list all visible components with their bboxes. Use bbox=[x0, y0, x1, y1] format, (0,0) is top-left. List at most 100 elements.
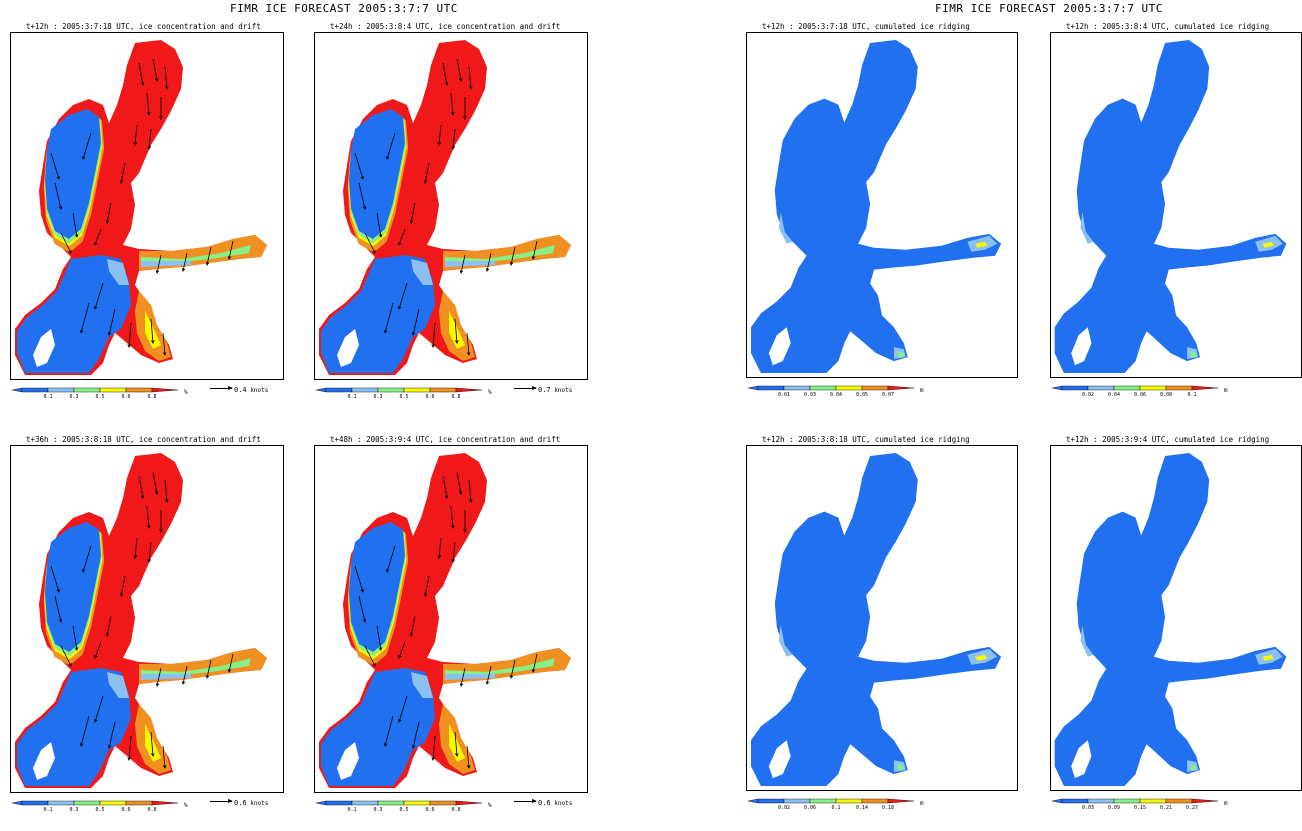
legend-color-swatch bbox=[151, 387, 179, 393]
drift-arrow bbox=[156, 254, 162, 274]
map-frame bbox=[1050, 32, 1302, 378]
legend-tick-label: 0.05 bbox=[856, 392, 868, 398]
drift-arrow bbox=[466, 745, 470, 769]
drift-arrow-head bbox=[162, 352, 167, 356]
panel-title: t+12h : 2005:3:7:18 UTC, cumulated ice r… bbox=[762, 22, 970, 31]
drift-arrow-head bbox=[147, 146, 152, 150]
panel-title: t+12h : 2005:3:8:18 UTC, cumulated ice r… bbox=[762, 435, 970, 444]
open-water-bothnian-sea bbox=[45, 522, 101, 652]
legend-color-swatch bbox=[99, 800, 127, 806]
drift-arrow bbox=[364, 232, 376, 254]
drift-arrow-head bbox=[459, 683, 464, 687]
legend-tick-label: 0.5 bbox=[95, 394, 104, 400]
drift-arrow-head bbox=[372, 662, 376, 667]
arrow-key-value: 0.7 bbox=[538, 386, 551, 394]
drift-arrow-head bbox=[105, 633, 110, 637]
drift-arrow-head bbox=[409, 633, 414, 637]
ridging-field bbox=[1054, 452, 1287, 787]
gulf-of-riga-yellow bbox=[449, 311, 465, 349]
drift-arrow bbox=[162, 332, 166, 356]
legend-color-swatch bbox=[11, 800, 23, 806]
arrow-key-icon bbox=[514, 799, 537, 803]
drift-arrow bbox=[80, 302, 90, 334]
drift-arrow-head bbox=[431, 344, 435, 348]
drift-arrow bbox=[510, 246, 516, 266]
ridging-yellow-patch bbox=[1262, 241, 1274, 248]
drift-arrow-head bbox=[398, 654, 402, 659]
drift-arrow-head bbox=[463, 116, 467, 120]
legend-color-swatch bbox=[861, 385, 889, 391]
panel-title: t+12h : 2005:3:7:18 UTC, ice concentrati… bbox=[26, 22, 261, 31]
drift-arrow-head bbox=[162, 765, 167, 769]
drift-arrow-head bbox=[466, 352, 471, 356]
legend-tick-label: 0.6 bbox=[121, 394, 130, 400]
drift-arrow bbox=[54, 182, 62, 210]
gulf-of-finland-thin bbox=[445, 674, 495, 680]
drift-arrow-head bbox=[94, 718, 98, 723]
drift-arrow-head bbox=[411, 332, 416, 336]
legend-color-swatch bbox=[887, 385, 915, 391]
drift-arrow bbox=[164, 479, 168, 503]
legend-color-swatch bbox=[11, 387, 23, 393]
archipelago-light-ice bbox=[411, 259, 433, 285]
drift-arrow-head bbox=[444, 82, 449, 86]
legend-color-swatch bbox=[403, 387, 431, 393]
legend-tick-label: 0.15 bbox=[1134, 805, 1146, 811]
drift-arrow-head bbox=[151, 753, 155, 757]
legend-unit: m bbox=[920, 800, 924, 807]
ridging-yellow-patch bbox=[1262, 654, 1274, 661]
gulf-of-riga-ice bbox=[439, 291, 475, 361]
color-legend: 0.02 0.06 0.1 0.14 0.18 m bbox=[747, 797, 938, 817]
arrow-key-icon bbox=[514, 386, 537, 390]
legend-color-swatch bbox=[1165, 798, 1193, 804]
drift-arrow-head bbox=[459, 270, 464, 274]
legend-color-swatch bbox=[73, 387, 101, 393]
drift-arrow-head bbox=[140, 495, 145, 499]
drift-arrow bbox=[94, 228, 102, 246]
legend-tick-label: 0.14 bbox=[856, 805, 868, 811]
drift-arrow-head bbox=[56, 588, 60, 593]
drift-arrow bbox=[54, 595, 62, 623]
legend-tick-label: 0.02 bbox=[778, 805, 790, 811]
open-water-bothnian-sea bbox=[349, 522, 405, 652]
drift-arrow bbox=[80, 715, 90, 747]
drift-arrow bbox=[384, 302, 394, 334]
drift-arrow-head bbox=[79, 329, 84, 334]
drift-arrow-head bbox=[372, 249, 376, 254]
drift-arrow bbox=[386, 545, 396, 573]
legend-tick-label: 0.3 bbox=[373, 394, 382, 400]
drift-arrow-head bbox=[147, 559, 152, 563]
legend-color-swatch bbox=[861, 798, 889, 804]
drift-arrow bbox=[106, 615, 112, 637]
drift-arrow bbox=[438, 537, 442, 559]
open-water-bothnian-sea bbox=[45, 109, 101, 239]
map-frame bbox=[10, 445, 284, 793]
ice-concentration-panel: t+24h : 2005:3:8:4 UTC, ice concentratio… bbox=[314, 22, 588, 418]
drift-arrow bbox=[156, 667, 162, 687]
drift-arrow bbox=[456, 471, 462, 495]
legend-color-swatch bbox=[1061, 385, 1089, 391]
drift-arrow bbox=[134, 124, 138, 146]
legend-tick-label: 0.08 bbox=[1160, 392, 1172, 398]
drift-arrow-head bbox=[451, 146, 456, 150]
drift-arrow-head bbox=[181, 681, 186, 685]
ridging-yellow-patch bbox=[975, 654, 988, 661]
drift-arrow-head bbox=[383, 329, 388, 334]
legend-color-swatch bbox=[21, 387, 49, 393]
drift-arrow bbox=[138, 62, 144, 86]
drift-arrow bbox=[486, 665, 492, 685]
legend-color-swatch bbox=[1139, 798, 1167, 804]
drift-arrow-head bbox=[94, 305, 98, 310]
legend-tick-label: 0.6 bbox=[425, 807, 434, 813]
gotland-island bbox=[33, 742, 55, 780]
legend-unit: m bbox=[920, 387, 924, 394]
drift-arrow bbox=[106, 202, 112, 224]
legend-color-swatch bbox=[325, 387, 353, 393]
forecast-title-right: FIMR ICE FORECAST 2005:3:7:7 UTC bbox=[935, 2, 1163, 15]
legend-tick-label: 0.5 bbox=[95, 807, 104, 813]
drift-arrow-head bbox=[398, 718, 402, 723]
panel-title: t+12h : 2005:3:8:4 UTC, cumulated ice ri… bbox=[1066, 22, 1270, 31]
drift-arrow-head bbox=[431, 757, 435, 761]
drift-arrow-head bbox=[82, 155, 86, 160]
legend-color-swatch bbox=[1165, 385, 1193, 391]
